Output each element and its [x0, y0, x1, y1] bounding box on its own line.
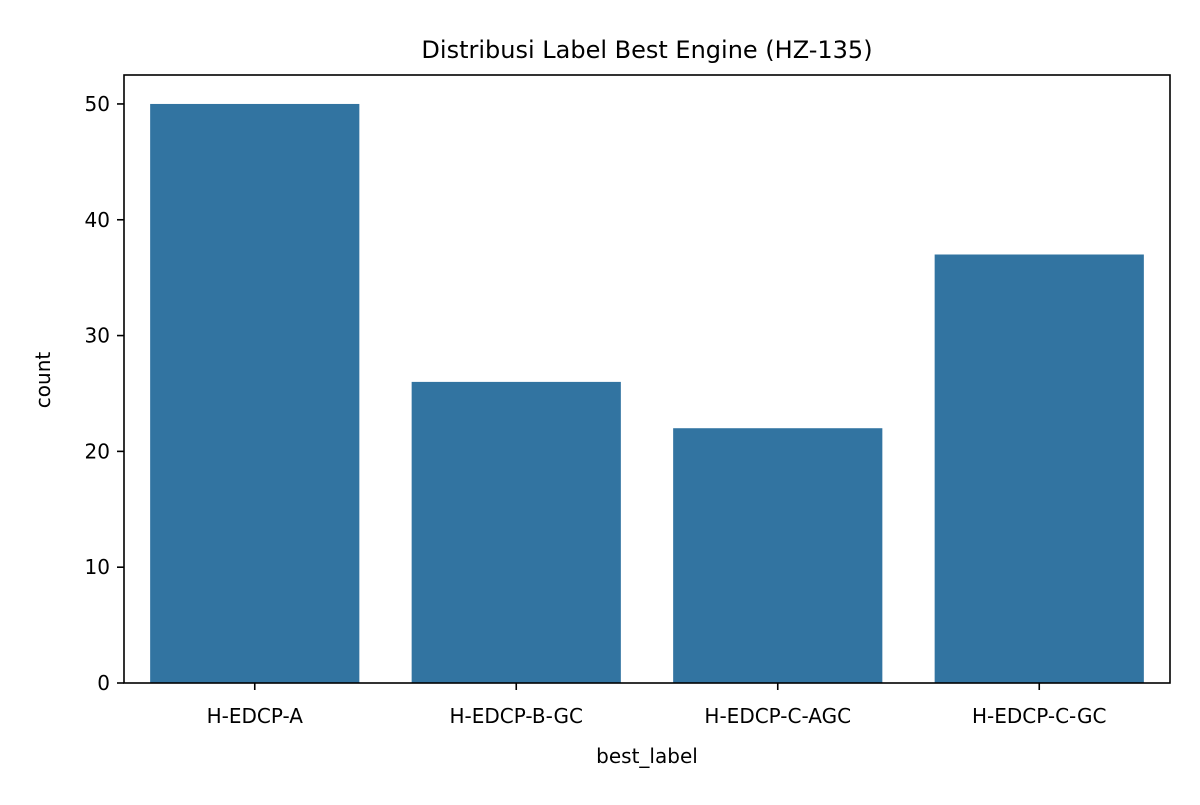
y-tick-label: 0	[97, 671, 110, 695]
plot-frame	[123, 74, 1171, 684]
bar-h-edcp-a	[150, 103, 360, 683]
x-axis-label: best_label	[596, 744, 698, 768]
bars-group	[150, 103, 1144, 683]
bar-h-edcp-c-agc	[673, 428, 883, 683]
x-tick-label: H-EDCP-A	[207, 704, 304, 728]
y-tick-label: 30	[85, 324, 110, 348]
y-tick-label: 40	[85, 208, 110, 232]
x-tick-label: H-EDCP-C-AGC	[704, 704, 851, 728]
x-tick-label: H-EDCP-C-GC	[972, 704, 1106, 728]
y-tick-label: 50	[85, 92, 110, 116]
bar-h-edcp-c-gc	[934, 254, 1144, 683]
y-axis-ticks: 0 10 20 30 40 50	[85, 92, 124, 695]
chart-title: Distribusi Label Best Engine (HZ-135)	[421, 36, 872, 64]
bar-h-edcp-b-gc	[411, 381, 621, 683]
y-tick-label: 20	[85, 439, 110, 463]
y-axis-label: count	[31, 352, 55, 409]
x-axis-ticks: H-EDCP-A H-EDCP-B-GC H-EDCP-C-AGC H-EDCP-C-…	[207, 683, 1106, 728]
x-tick-label: H-EDCP-B-GC	[449, 704, 583, 728]
y-tick-label: 10	[85, 555, 110, 579]
